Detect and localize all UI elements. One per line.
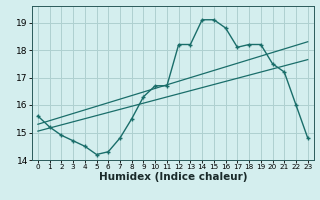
X-axis label: Humidex (Indice chaleur): Humidex (Indice chaleur) [99,172,247,182]
